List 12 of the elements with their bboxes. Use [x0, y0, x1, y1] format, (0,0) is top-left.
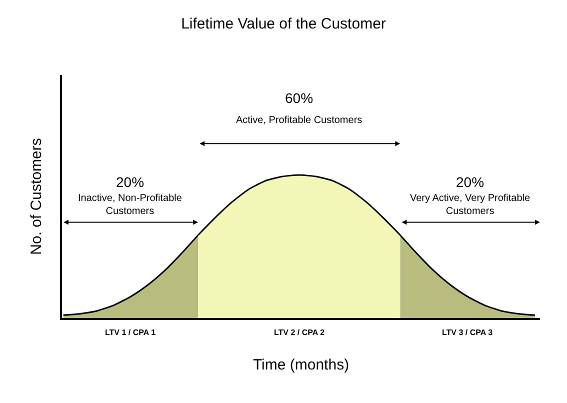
- text: Active, Profitable Customers: [236, 115, 362, 126]
- annotation: Very Active, Very Profitable Customers: [410, 193, 530, 217]
- annotation: 20%: [116, 174, 144, 190]
- annotation: 20%: [456, 174, 484, 190]
- series-label: LTV 2 / CPA 2: [274, 328, 326, 337]
- annotation: Inactive, Non-Profitable Customers: [78, 193, 182, 217]
- text: 60%: [285, 90, 314, 106]
- chart-title: Lifetime Value of the Customer: [181, 16, 386, 33]
- x-axis-title: Time (months): [252, 356, 350, 374]
- series-label: LTV 3 / CPA 3: [442, 328, 494, 337]
- y-axis-title: No. of Customers: [28, 138, 45, 255]
- series-label: LTV 1 / CPA 1: [105, 328, 156, 337]
